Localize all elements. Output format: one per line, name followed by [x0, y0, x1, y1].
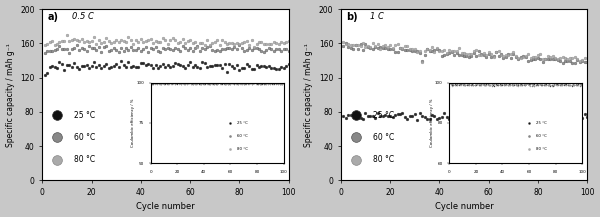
Text: 1 C: 1 C [370, 13, 384, 21]
Y-axis label: Specific capacity / mAh g⁻¹: Specific capacity / mAh g⁻¹ [5, 43, 14, 146]
X-axis label: Cycle number: Cycle number [434, 202, 493, 211]
Text: 60 °C: 60 °C [373, 133, 394, 142]
Text: 80 °C: 80 °C [74, 155, 95, 164]
Text: 0.5 C: 0.5 C [72, 13, 94, 21]
Text: 80 °C: 80 °C [373, 155, 394, 164]
X-axis label: Cycle number: Cycle number [136, 202, 195, 211]
Text: b): b) [346, 13, 358, 23]
Text: a): a) [47, 13, 58, 23]
Text: 60 °C: 60 °C [74, 133, 95, 142]
Y-axis label: Specific capacity / mAh g⁻¹: Specific capacity / mAh g⁻¹ [304, 43, 313, 146]
Text: 25 °C: 25 °C [74, 111, 95, 120]
Text: 25 °C: 25 °C [373, 111, 394, 120]
